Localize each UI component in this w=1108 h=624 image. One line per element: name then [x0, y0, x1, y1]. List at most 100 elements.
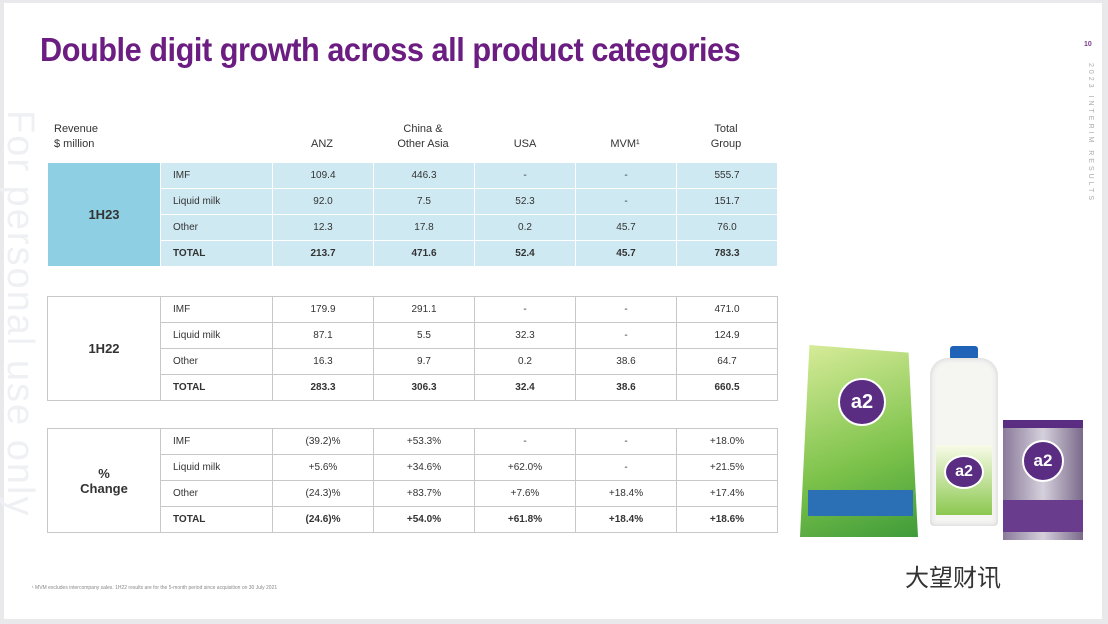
- value-cell: 52.4: [474, 240, 576, 267]
- category-cell: Other: [160, 480, 273, 507]
- category-cell: Other: [160, 214, 273, 241]
- category-cell: Liquid milk: [160, 188, 273, 215]
- value-cell: 17.8: [373, 214, 475, 241]
- revenue-table-0: 1H23 IMF 109.4 446.3- -555.7 Liquid milk 92.0 7…: [47, 162, 778, 267]
- value-cell: 45.7: [575, 240, 677, 267]
- value-cell: 783.3: [676, 240, 778, 267]
- category-cell: IMF: [160, 428, 273, 455]
- value-cell: 7.5: [373, 188, 475, 215]
- table-row: 1H23 IMF 109.4 446.3- -555.7: [47, 162, 778, 267]
- value-cell: -: [575, 322, 677, 349]
- source-watermark: 大望财讯: [905, 565, 1001, 592]
- table-row: % Change IMF (39.2)% +53.3% - - +18.0%: [47, 428, 778, 533]
- category-cell: Liquid milk: [160, 454, 273, 481]
- value-cell: +18.4%: [575, 506, 677, 533]
- value-cell: 38.6: [575, 374, 677, 401]
- table-row: TOTAL (24.6)% +54.0% +61.8% +18.4% +18.6%: [48, 506, 778, 533]
- value-cell: -: [474, 162, 576, 189]
- value-cell: +18.4%: [575, 480, 677, 507]
- period-label: 1H22: [47, 296, 161, 401]
- value-cell: +83.7%: [373, 480, 475, 507]
- watermark: For personal use only: [0, 110, 41, 518]
- value-cell: -: [575, 188, 677, 215]
- value-cell: 151.7: [676, 188, 778, 215]
- value-cell: 32.4: [474, 374, 576, 401]
- value-cell: 471.0: [676, 296, 778, 323]
- value-cell: (39.2)%: [272, 428, 374, 455]
- column-header: MVM¹: [610, 138, 640, 150]
- value-cell: -: [575, 162, 677, 189]
- value-cell: +5.6%: [272, 454, 374, 481]
- value-cell: +53.3%: [373, 428, 475, 455]
- column-header: China & Other Asia: [397, 123, 449, 150]
- revenue-table-2: % Change IMF (39.2)% +53.3% - - +18.0% Liquid m…: [47, 428, 778, 533]
- category-cell: IMF: [160, 296, 273, 323]
- value-cell: 306.3: [373, 374, 475, 401]
- a2-logo: a2: [838, 378, 886, 426]
- table-row: Liquid milk 87.1 5.5 32.3-124.9: [48, 322, 778, 349]
- value-cell: +62.0%: [474, 454, 576, 481]
- header-row-label: Revenue $ million: [54, 123, 99, 150]
- value-cell: 32.3: [474, 322, 576, 349]
- value-cell: 5.5: [373, 322, 475, 349]
- period-label: % Change: [47, 428, 161, 533]
- value-cell: +17.4%: [676, 480, 778, 507]
- slide-title: Double digit growth across all product c…: [40, 31, 741, 68]
- column-header: ANZ: [311, 138, 333, 150]
- value-cell: 283.3: [272, 374, 374, 401]
- value-cell: 179.9: [272, 296, 374, 323]
- value-cell: 64.7: [676, 348, 778, 375]
- value-cell: -: [575, 296, 677, 323]
- value-cell: -: [474, 428, 576, 455]
- table-row: TOTAL 213.7 471.6 52.4 45.7 783.3: [48, 240, 778, 267]
- value-cell: 92.0: [272, 188, 374, 215]
- column-header: Total Group: [710, 123, 742, 150]
- value-cell: 660.5: [676, 374, 778, 401]
- table-row: 1H22 IMF 179.9 291.1- -471.0: [47, 296, 778, 401]
- category-cell: TOTAL: [160, 374, 273, 401]
- value-cell: -: [474, 296, 576, 323]
- footnote: ¹ MVM excludes intercompany sales. 1H22 …: [32, 585, 278, 591]
- a2-logo: a2: [1022, 440, 1064, 482]
- value-cell: 0.2: [474, 348, 576, 375]
- value-cell: 9.7: [373, 348, 475, 375]
- value-cell: 52.3: [474, 188, 576, 215]
- table-row: Liquid milk +5.6% +34.6% +62.0% - +21.5%: [48, 454, 778, 481]
- category-cell: IMF: [160, 162, 273, 189]
- value-cell: 38.6: [575, 348, 677, 375]
- value-cell: 45.7: [575, 214, 677, 241]
- value-cell: 16.3: [272, 348, 374, 375]
- value-cell: 213.7: [272, 240, 374, 267]
- value-cell: 76.0: [676, 214, 778, 241]
- value-cell: 471.6: [373, 240, 475, 267]
- value-cell: +34.6%: [373, 454, 475, 481]
- value-cell: +61.8%: [474, 506, 576, 533]
- value-cell: +7.6%: [474, 480, 576, 507]
- value-cell: 0.2: [474, 214, 576, 241]
- value-cell: +18.0%: [676, 428, 778, 455]
- value-cell: 124.9: [676, 322, 778, 349]
- side-label: 2023 INTERIM RESULTS: [1087, 63, 1094, 204]
- category-cell: Other: [160, 348, 273, 375]
- value-cell: +18.6%: [676, 506, 778, 533]
- column-header: USA: [513, 138, 537, 150]
- value-cell: 12.3: [272, 214, 374, 241]
- value-cell: (24.3)%: [272, 480, 374, 507]
- table-row: Liquid milk 92.0 7.5 52.3-151.7: [48, 188, 778, 215]
- value-cell: +54.0%: [373, 506, 475, 533]
- page-number: 10: [1084, 41, 1092, 48]
- category-cell: TOTAL: [160, 240, 273, 267]
- value-cell: -: [575, 428, 677, 455]
- value-cell: 109.4: [272, 162, 374, 189]
- period-label: 1H23: [47, 162, 161, 267]
- value-cell: 87.1: [272, 322, 374, 349]
- value-cell: -: [575, 454, 677, 481]
- category-cell: TOTAL: [160, 506, 273, 533]
- a2-logo: a2: [944, 455, 984, 489]
- value-cell: 555.7: [676, 162, 778, 189]
- value-cell: +21.5%: [676, 454, 778, 481]
- value-cell: (24.6)%: [272, 506, 374, 533]
- value-cell: 446.3: [373, 162, 475, 189]
- category-cell: Liquid milk: [160, 322, 273, 349]
- value-cell: 291.1: [373, 296, 475, 323]
